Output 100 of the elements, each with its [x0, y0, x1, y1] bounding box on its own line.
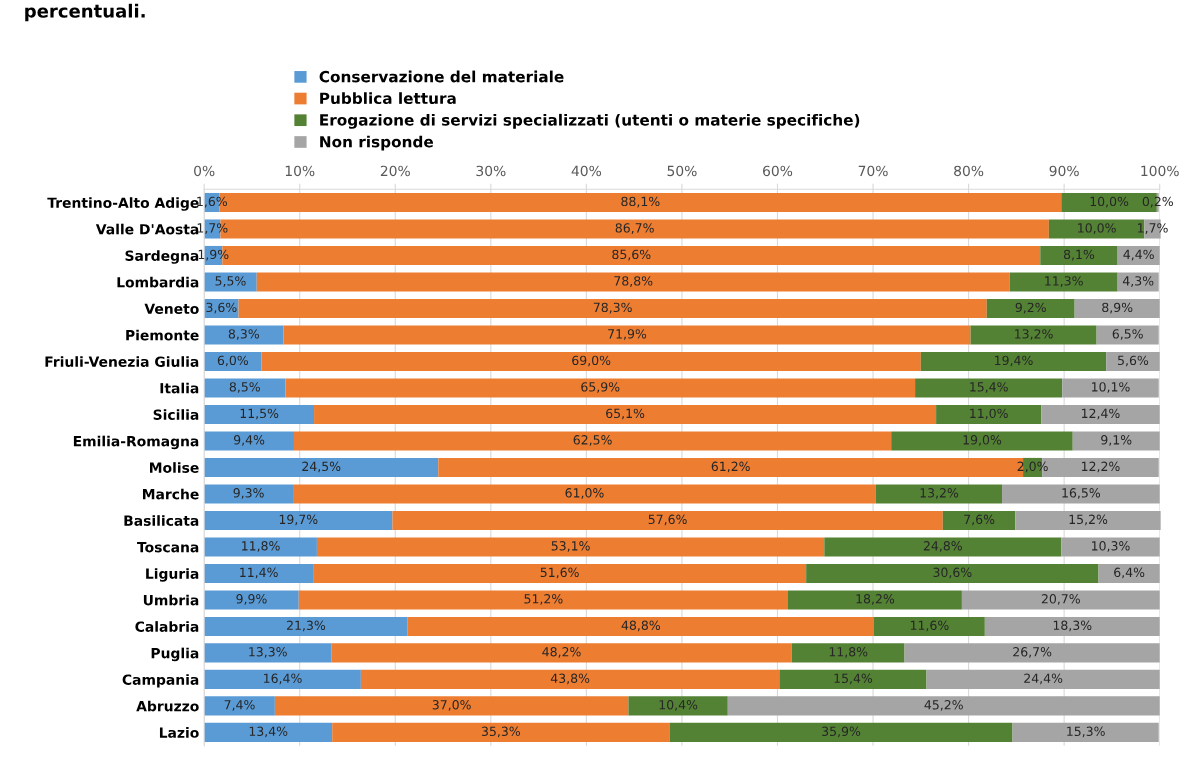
- data-label: 10,0%: [1090, 196, 1129, 208]
- data-label: 11,4%: [240, 567, 278, 579]
- data-label: 51,2%: [524, 594, 563, 605]
- chart-title: percentuali.: [25, 3, 145, 22]
- bar: [806, 563, 1099, 583]
- data-label: 11,5%: [240, 408, 279, 420]
- bar: [238, 298, 987, 319]
- bar: [314, 404, 937, 424]
- bar: [204, 378, 286, 398]
- bar: [261, 351, 921, 372]
- bar: [986, 298, 1075, 319]
- y-tick-label: Basilicata: [124, 515, 199, 526]
- y-tick-label: Puglia: [151, 647, 199, 662]
- data-label: 10,3%: [1092, 541, 1130, 552]
- data-label: 9,1%: [1101, 435, 1132, 446]
- bar: [204, 563, 314, 583]
- data-label: 10,0%: [1078, 223, 1116, 234]
- data-label: 71,9%: [608, 329, 647, 340]
- data-label: 6,0%: [217, 355, 249, 367]
- data-label: 65,1%: [606, 408, 645, 420]
- data-label: 9,9%: [236, 594, 267, 605]
- data-label: 11,6%: [910, 620, 949, 632]
- data-label: 88,1%: [621, 196, 660, 208]
- data-label: 5,5%: [215, 276, 246, 287]
- bar: [936, 404, 1042, 424]
- data-label: 4,3%: [1122, 276, 1154, 287]
- bar: [204, 643, 332, 663]
- x-tick-label: 70%: [858, 165, 888, 177]
- data-label: 24,4%: [1024, 673, 1063, 685]
- data-label: 4,4%: [1123, 249, 1154, 261]
- legend-label: Pubblica lettura: [320, 92, 456, 105]
- bar: [274, 696, 629, 716]
- bar: [779, 669, 927, 689]
- data-label: 11,8%: [829, 647, 868, 658]
- data-label: 10,4%: [659, 700, 698, 711]
- bar: [313, 563, 807, 583]
- x-tick-label: 10%: [285, 165, 315, 177]
- y-tick-label: Lombardia: [117, 276, 199, 288]
- bar: [1098, 563, 1160, 583]
- data-label: 35,9%: [822, 726, 861, 738]
- legend-label: Non risponde: [320, 135, 434, 151]
- data-label: 61,2%: [711, 461, 750, 473]
- y-tick-label: Lazio: [159, 727, 199, 738]
- bar: [1061, 537, 1160, 557]
- data-label: 30,6%: [933, 567, 972, 579]
- data-label: 11,0%: [970, 408, 1008, 420]
- data-label: 13,2%: [920, 488, 959, 499]
- data-label: 11,8%: [242, 541, 280, 552]
- bar: [316, 537, 825, 557]
- data-label: 86,7%: [615, 223, 654, 234]
- legend-label: Erogazione di servizi specializzati (utenti o materie specifiche): [320, 113, 860, 129]
- data-label: 18,2%: [856, 594, 895, 605]
- bar: [1074, 298, 1160, 319]
- bar: [204, 722, 333, 742]
- y-tick-label: Trentino-Alto Adige: [47, 197, 199, 211]
- bar: [256, 272, 1010, 292]
- data-label: 9,3%: [233, 488, 264, 499]
- bar: [961, 590, 1160, 610]
- data-label: 8,3%: [228, 329, 260, 340]
- bar: [204, 484, 294, 504]
- data-label: 11,3%: [1045, 276, 1083, 287]
- bar: [293, 484, 876, 504]
- y-tick-label: Sardegna: [125, 250, 199, 264]
- bar: [298, 590, 788, 610]
- y-tick-label: Umbria: [143, 594, 199, 606]
- y-tick-label: Sicilia: [153, 409, 199, 420]
- y-tick-label: Toscana: [137, 542, 199, 553]
- data-label: 13,4%: [249, 726, 288, 738]
- data-label: 5,6%: [1118, 355, 1149, 367]
- data-label: 61,0%: [565, 488, 604, 499]
- bar: [1040, 245, 1118, 266]
- y-tick-label: Abruzzo: [136, 700, 199, 712]
- bar: [926, 669, 1160, 689]
- bar: [1072, 431, 1160, 451]
- x-tick-label: 20%: [380, 165, 410, 177]
- bar: [824, 537, 1062, 557]
- bar: [1041, 404, 1160, 424]
- x-tick-label: 50%: [667, 165, 697, 177]
- data-label: 13,2%: [1015, 329, 1053, 340]
- data-label: 35,3%: [481, 726, 521, 738]
- bar: [392, 510, 943, 530]
- data-label: 12,4%: [1081, 408, 1120, 420]
- bar: [669, 722, 1013, 742]
- y-tick-label: Marche: [142, 488, 199, 500]
- bar: [1012, 722, 1159, 742]
- x-tick-label: 0%: [194, 165, 215, 177]
- data-label: 7,6%: [964, 514, 995, 526]
- bar: [984, 616, 1160, 636]
- bar: [788, 590, 962, 610]
- data-label: 19,4%: [995, 355, 1033, 367]
- bar: [1062, 378, 1159, 398]
- bar: [204, 457, 439, 477]
- data-label: 48,8%: [621, 620, 661, 632]
- data-label: 85,6%: [612, 249, 651, 261]
- x-tick-label: 100%: [1141, 165, 1179, 177]
- data-label: 69,0%: [572, 355, 611, 367]
- bar: [360, 669, 780, 689]
- data-label: 9,2%: [1015, 302, 1046, 314]
- y-tick-label: Campania: [122, 674, 199, 688]
- y-tick-label: Piemonte: [126, 329, 199, 341]
